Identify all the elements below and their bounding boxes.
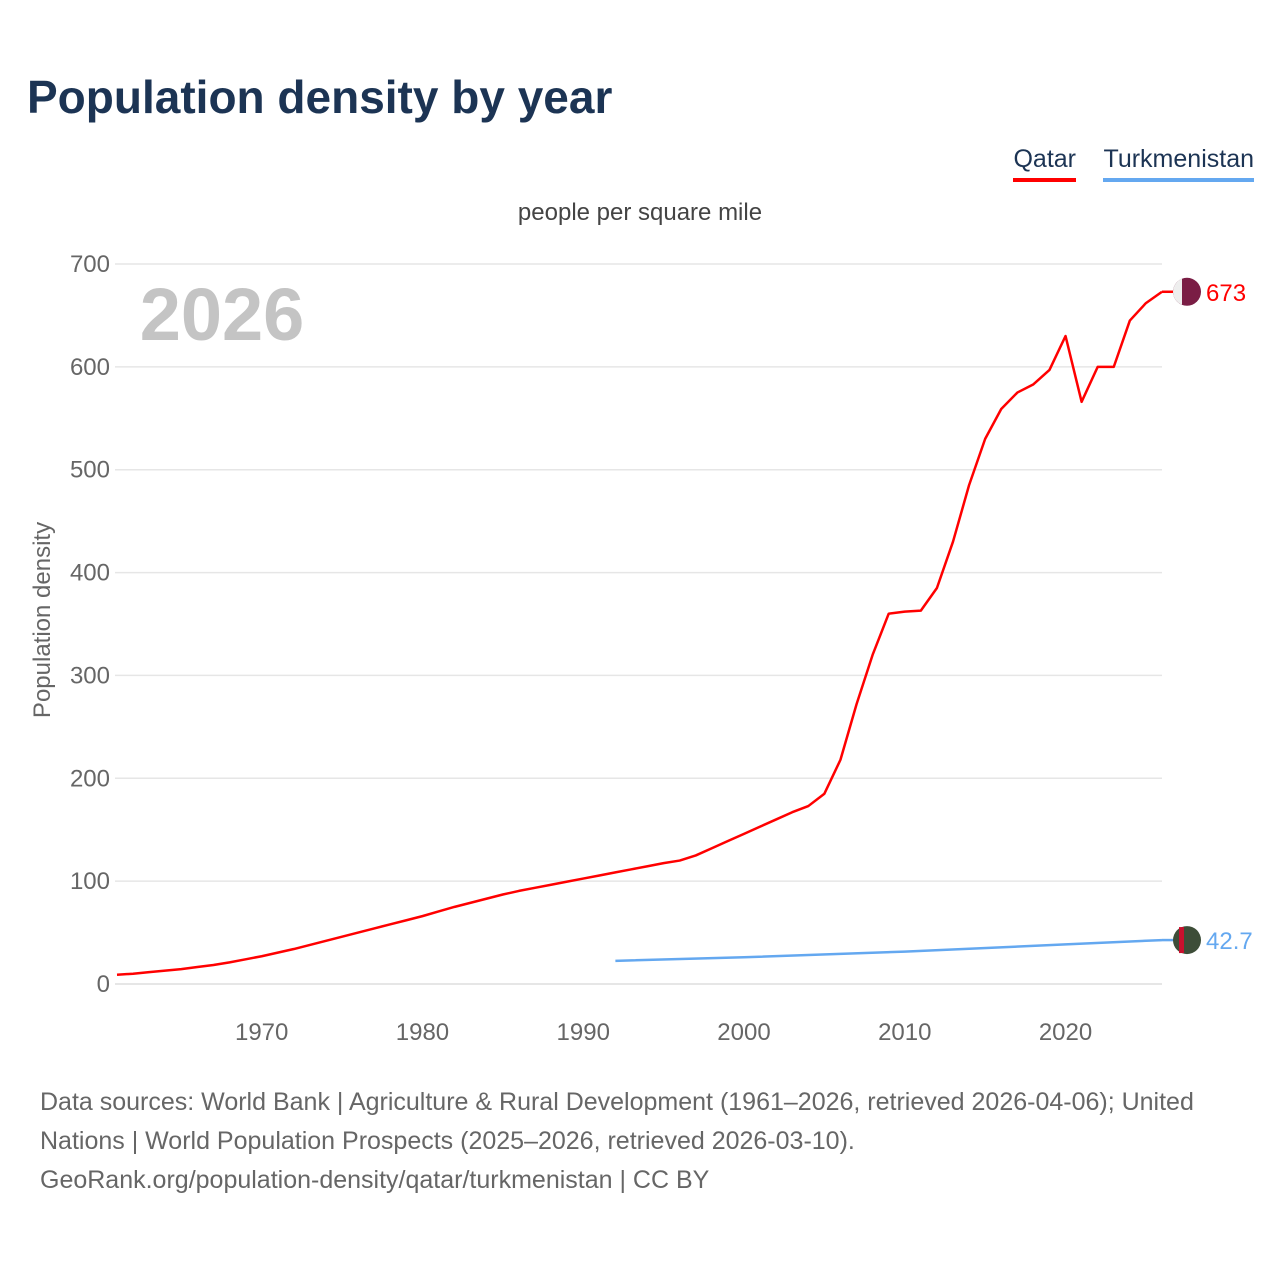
source-link[interactable]: GeoRank.org/population-density/qatar/tur… xyxy=(40,1166,710,1194)
footer: Data sources: World Bank | Agriculture &… xyxy=(40,1083,1250,1200)
turkmenistan-flag-stripe xyxy=(1179,927,1184,954)
x-tick-label: 1990 xyxy=(557,1019,610,1046)
end-value-label: 42.7 xyxy=(1206,928,1253,955)
y-axis-label: Population density xyxy=(29,522,56,718)
x-tick-label: 2010 xyxy=(878,1019,931,1046)
qatar-flag-white-band xyxy=(1173,278,1182,305)
y-tick-label: 0 xyxy=(97,971,110,998)
x-tick-label: 1980 xyxy=(396,1019,449,1046)
year-watermark: 2026 xyxy=(140,273,305,356)
x-tick-label: 2000 xyxy=(717,1019,770,1046)
y-tick-label: 300 xyxy=(70,662,110,689)
legend-item-turkmenistan[interactable]: Turkmenistan xyxy=(1103,145,1254,182)
y-tick-label: 400 xyxy=(70,560,110,587)
legend-item-qatar[interactable]: Qatar xyxy=(1013,145,1076,182)
turkmenistan-flag-icon xyxy=(1173,926,1201,955)
y-tick-label: 200 xyxy=(70,765,110,792)
y-tick-label: 500 xyxy=(70,457,110,484)
chart-title: Population density by year xyxy=(27,71,613,123)
x-tick-label: 2020 xyxy=(1039,1019,1092,1046)
y-tick-label: 100 xyxy=(70,868,110,895)
chart-subtitle: people per square mile xyxy=(518,199,762,226)
end-value-label: 673 xyxy=(1206,280,1246,307)
x-tick-label: 1970 xyxy=(235,1019,288,1046)
series-line-qatar xyxy=(116,290,1163,976)
data-sources: Data sources: World Bank | Agriculture &… xyxy=(40,1088,1194,1155)
y-tick-label: 700 xyxy=(70,251,110,278)
y-tick-label: 600 xyxy=(70,354,110,381)
series-line-turkmenistan xyxy=(615,938,1163,963)
